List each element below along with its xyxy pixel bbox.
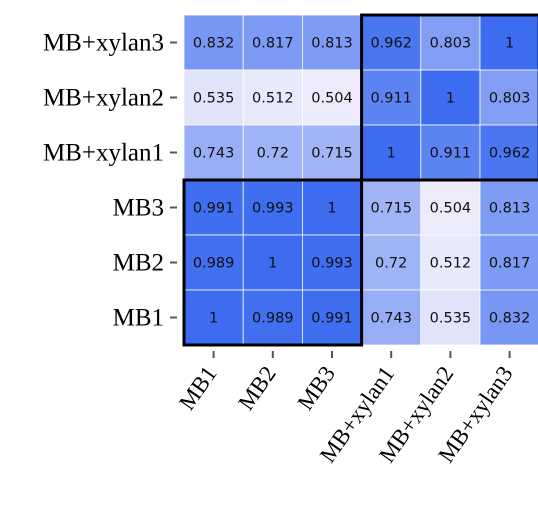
- cell-value-label: 0.715: [370, 201, 412, 217]
- heatmap-cell: [301, 289, 362, 346]
- cell-value-label: 0.817: [252, 36, 294, 52]
- row-label: MB+xylan1: [43, 140, 164, 167]
- cell-value-label: 0.743: [370, 311, 412, 327]
- cell-value-label: 0.535: [193, 91, 235, 107]
- heatmap-cell: [361, 289, 422, 346]
- cell-value-label: 0.993: [311, 256, 353, 272]
- heatmap-cell: [242, 124, 303, 181]
- heatmap-cell: [361, 14, 422, 71]
- heatmap-cell: [183, 124, 244, 181]
- cell-value-label: 0.993: [252, 201, 294, 217]
- heatmap-cell: [479, 69, 538, 126]
- cell-value-label: 0.813: [489, 201, 531, 217]
- heatmap-cell: [183, 234, 244, 291]
- group-box: [360, 13, 538, 182]
- cell-value-label: 0.989: [252, 311, 294, 327]
- cell-value-label: 0.962: [370, 36, 412, 52]
- cell-value-label: 0.504: [430, 201, 472, 217]
- cell-value-label: 0.991: [193, 201, 235, 217]
- heatmap-cells: [183, 14, 538, 346]
- heatmap-cell: [183, 69, 244, 126]
- cell-value-label: 0.832: [193, 36, 235, 52]
- cell-value-labels: 0.832 0.817 0.813 0.962 0.803 1 0.535 0.512 0.50…: [193, 36, 531, 327]
- cell-value-label: 0.989: [193, 256, 235, 272]
- group-box: [182, 178, 364, 347]
- cell-value-label: 0.991: [311, 311, 353, 327]
- cell-value-label: 0.535: [430, 311, 472, 327]
- cell-value-label: 0.832: [489, 311, 531, 327]
- row-label: MB+xylan2: [43, 85, 164, 112]
- cell-value-label: 1: [327, 201, 336, 217]
- cell-value-label: 1: [446, 91, 455, 107]
- heatmap-cell: [479, 234, 538, 291]
- heatmap-cell: [242, 234, 303, 291]
- row-label: MB3: [113, 195, 164, 222]
- cell-value-label: 0.911: [430, 146, 472, 162]
- heatmap-cell: [301, 14, 362, 71]
- cell-value-label: 0.962: [489, 146, 531, 162]
- cell-value-label: 1: [268, 256, 277, 272]
- heatmap-cell: [183, 14, 244, 71]
- cell-value-label: 0.817: [489, 256, 531, 272]
- row-label: MB1: [113, 305, 164, 332]
- column-label: MB3: [292, 362, 340, 415]
- heatmap-cell: [479, 289, 538, 346]
- cell-value-label: 1: [209, 311, 218, 327]
- cell-value-label: 0.911: [370, 91, 412, 107]
- heatmap-cell: [420, 179, 481, 236]
- cell-value-label: 0.504: [311, 91, 353, 107]
- column-label: MB1: [174, 362, 222, 415]
- group-boxes: [182, 13, 538, 347]
- heatmap-cell: [183, 179, 244, 236]
- cell-value-label: 0.743: [193, 146, 235, 162]
- cell-value-label: 0.72: [257, 146, 289, 162]
- cell-value-label: 0.803: [430, 36, 472, 52]
- heatmap-cell: [420, 124, 481, 181]
- heatmap-cell: [361, 124, 422, 181]
- cell-value-label: 0.803: [489, 91, 531, 107]
- cell-value-label: 0.512: [252, 91, 294, 107]
- heatmap-cell: [242, 179, 303, 236]
- cell-value-label: 0.715: [311, 146, 353, 162]
- heatmap-cell: [301, 234, 362, 291]
- cell-value-label: 1: [505, 36, 514, 52]
- heatmap-cell: [420, 289, 481, 346]
- heatmap-cell: [479, 14, 538, 71]
- cell-value-label: 0.72: [375, 256, 407, 272]
- heatmap-cell: [361, 69, 422, 126]
- y-axis: MB+xylan3 MB+xylan2 MB+xylan1 MB3 MB2 MB1: [43, 30, 177, 332]
- column-label: MB2: [233, 362, 281, 415]
- heatmap-cell: [242, 289, 303, 346]
- cell-value-label: 0.813: [311, 36, 353, 52]
- heatmap-cell: [242, 14, 303, 71]
- heatmap-cell: [420, 69, 481, 126]
- cell-value-label: 0.512: [430, 256, 472, 272]
- row-label: MB+xylan3: [43, 30, 164, 57]
- cell-value-label: 1: [387, 146, 396, 162]
- row-label: MB2: [113, 250, 164, 277]
- heatmap-cell: [301, 179, 362, 236]
